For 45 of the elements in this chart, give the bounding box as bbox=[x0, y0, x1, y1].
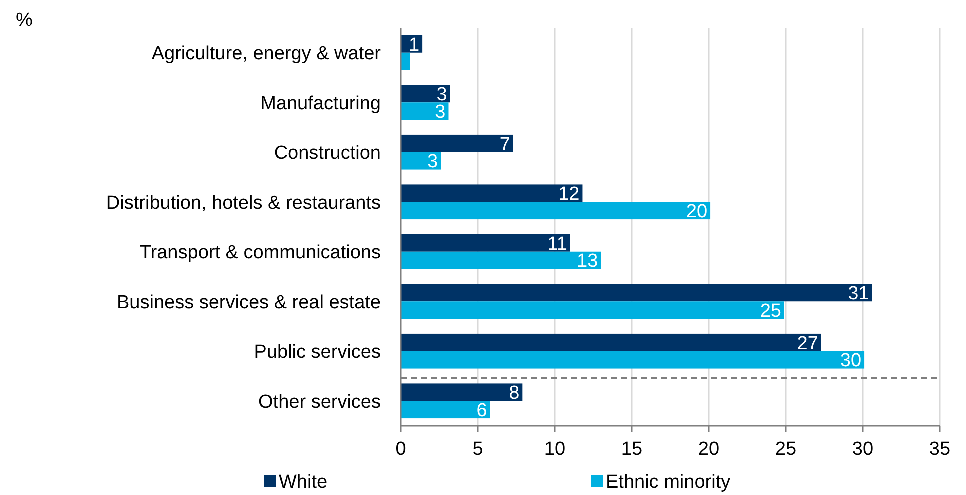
x-tick-label: 20 bbox=[698, 439, 720, 460]
bar bbox=[401, 134, 514, 152]
y-tick-label: Transport & communications bbox=[140, 242, 381, 264]
data-label: 12 bbox=[558, 184, 580, 206]
bar bbox=[401, 384, 523, 402]
bar bbox=[401, 284, 872, 302]
y-tick-label: Distribution, hotels & restaurants bbox=[106, 192, 381, 214]
y-tick-label: Business services & real estate bbox=[116, 292, 381, 314]
data-label: 3 bbox=[427, 152, 438, 173]
x-tick-label: 30 bbox=[852, 439, 874, 460]
x-tick-label: 0 bbox=[396, 439, 406, 460]
data-label: 27 bbox=[797, 333, 818, 354]
bar bbox=[401, 351, 865, 369]
data-label: 20 bbox=[686, 201, 708, 222]
bar bbox=[401, 184, 583, 202]
y-tick-label: Agriculture, energy & water bbox=[152, 44, 382, 65]
data-label: 30 bbox=[840, 350, 862, 372]
bar bbox=[401, 234, 570, 252]
bar bbox=[401, 252, 602, 270]
x-tick-label: 5 bbox=[472, 439, 484, 460]
data-label: 25 bbox=[760, 300, 782, 322]
bar bbox=[401, 85, 450, 103]
y-tick-label: Manufacturing bbox=[260, 93, 381, 114]
data-label: 11 bbox=[548, 234, 568, 255]
data-label: 13 bbox=[577, 251, 598, 272]
bar bbox=[401, 334, 822, 352]
bar bbox=[401, 202, 711, 220]
x-tick-label: 15 bbox=[621, 439, 643, 460]
data-label: 6 bbox=[476, 400, 488, 422]
y-tick-label: Construction bbox=[274, 143, 381, 164]
y-axis-title: % bbox=[16, 10, 33, 31]
x-tick-label: 10 bbox=[544, 439, 566, 460]
data-label: 1 bbox=[408, 34, 420, 56]
y-tick-label: Other services bbox=[258, 392, 381, 413]
data-label: 31 bbox=[848, 284, 870, 305]
data-label: 7 bbox=[500, 134, 510, 156]
bar bbox=[401, 302, 784, 320]
legend-label: Ethnic minority bbox=[606, 472, 732, 493]
x-tick-label: 25 bbox=[775, 439, 797, 460]
legend-label: White bbox=[279, 472, 328, 493]
bar bbox=[401, 102, 449, 120]
data-label: 8 bbox=[509, 383, 520, 404]
x-tick-label: 35 bbox=[929, 439, 951, 460]
bar bbox=[401, 401, 490, 419]
y-tick-label: Public services bbox=[254, 342, 381, 364]
